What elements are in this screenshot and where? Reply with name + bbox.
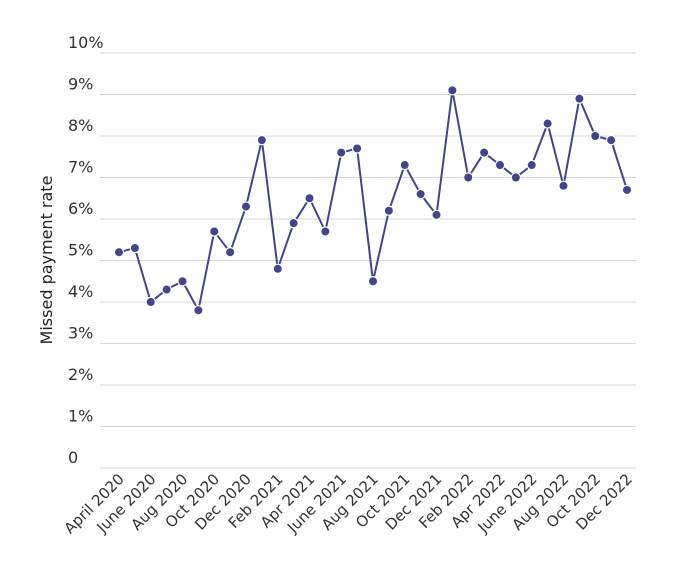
data-point — [463, 172, 474, 183]
data-point — [113, 246, 125, 258]
data-point — [590, 130, 601, 142]
data-point — [542, 118, 553, 129]
data-point — [304, 193, 315, 204]
data-point — [510, 172, 522, 183]
data-point — [177, 276, 188, 287]
data-point — [129, 242, 141, 254]
gridlines — [100, 52, 636, 469]
data-point — [605, 134, 617, 146]
data-point — [558, 180, 569, 191]
data-point — [494, 159, 506, 171]
data-point — [478, 147, 490, 158]
data-point — [336, 147, 347, 158]
y-tick-label: 7% — [68, 158, 93, 177]
data-point — [272, 263, 283, 274]
y-tick-label: 6% — [68, 199, 93, 218]
y-tick-label: 8% — [68, 116, 93, 135]
y-tick-label: 1% — [68, 407, 93, 426]
data-point — [288, 217, 299, 229]
data-point — [145, 296, 156, 308]
y-axis-title: Missed payment rate — [37, 176, 56, 345]
data-point — [224, 246, 236, 258]
data-point — [399, 159, 410, 171]
y-tick-label: 10% — [68, 33, 104, 52]
data-point — [447, 85, 458, 96]
data-point — [367, 276, 379, 287]
y-tick-label: 4% — [68, 282, 93, 301]
y-tick-label: 9% — [68, 75, 93, 94]
data-point — [240, 201, 252, 212]
data-point — [526, 159, 537, 171]
data-point — [383, 205, 395, 216]
data-point — [209, 226, 220, 237]
y-tick-label: 3% — [68, 324, 93, 343]
data-point — [193, 305, 204, 316]
data-point — [431, 209, 442, 221]
data-point — [574, 93, 585, 104]
data-point — [161, 284, 172, 295]
data-point — [256, 134, 268, 146]
data-point — [351, 143, 363, 154]
y-tick-labels: 0 1% 2% 3% 4% 5% 6% 7% 8% 9% 10% — [68, 33, 104, 467]
y-tick-label: 0 — [68, 448, 78, 467]
data-point — [621, 184, 633, 196]
series-missed-payment-rate — [113, 85, 633, 316]
y-tick-label: 2% — [68, 365, 93, 384]
data-point — [320, 226, 331, 237]
y-tick-label: 5% — [68, 241, 93, 260]
data-point — [415, 188, 426, 200]
